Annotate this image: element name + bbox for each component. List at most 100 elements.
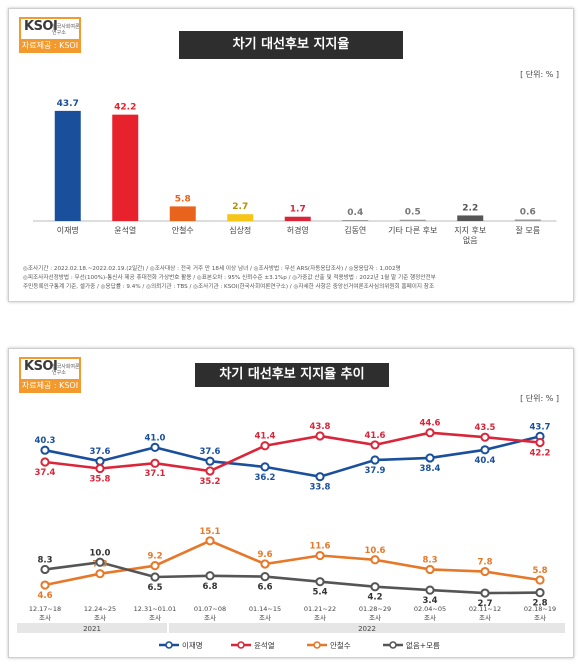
bar-value-label: 42.2 [114,103,136,113]
data-label: 5.8 [532,566,547,576]
category-label: 기타 다른 후보 [388,226,437,235]
data-point [260,572,270,582]
x-tick-label: 조사 [259,613,271,622]
category-label: 이재명 [57,225,79,235]
x-tick-label: 02.11~12 [469,605,501,613]
logo-brand: KSOI [24,359,58,374]
bar-chart: 43.7 이재명 42.2 윤석열 5.8 안철수 2.7 심상정 1.7 허경영 0.4 김동연 0.… [33,99,557,245]
source-label: 자료제공 : KSOI [19,379,81,393]
data-point [150,572,160,582]
data-label: 43.7 [530,422,551,432]
data-label: 8.3 [37,555,52,565]
legend-marker [237,641,245,649]
category-label: 잘 모름 [515,226,540,235]
data-point [40,564,50,575]
data-label: 41.6 [365,431,386,441]
data-point [40,445,50,455]
bar [342,219,369,221]
x-tick-label: 02.04~05 [414,605,446,613]
data-label: 43.8 [310,422,331,432]
data-point [95,456,105,466]
data-point [260,441,270,451]
survey-note-line: ◎피조사자선정방법 : 무선(100%)-통신사 제공 휴대전화 가상번호 활용… [23,275,436,281]
survey-notes: ◎조사기간 : 2022.02.18.~2022.02.19.(2일간) / ◎… [23,265,563,292]
data-point [370,440,380,450]
series-line [44,431,541,473]
data-label: 6.6 [257,583,272,593]
x-tick-label: 조사 [314,613,326,622]
category-label: 지지 후보 [454,226,486,235]
data-label: 6.5 [147,583,162,593]
bar [227,214,254,221]
bar [284,216,311,221]
legend-marker [313,641,321,649]
data-label: 11.6 [310,542,331,552]
data-label: 4.6 [37,591,52,601]
data-label: 9.2 [147,552,162,562]
x-tick-label: 조사 [424,613,436,622]
data-point [480,566,490,577]
data-point [315,550,325,561]
x-tick-label: 01.14~15 [249,605,281,613]
data-label: 8.3 [422,555,437,565]
source-label: 자료제공 : KSOI [19,39,81,53]
bar [457,215,484,221]
data-label: 5.4 [312,588,327,598]
data-label: 41.4 [255,432,276,442]
ksoi-logo: KSOI 한국사회여론연구소 자료제공 : KSOI [19,17,81,53]
legend-label: 윤석열 [254,640,275,650]
ksoi-logo: KSOI 한국사회여론연구소 자료제공 : KSOI [19,357,81,393]
data-point [315,431,325,441]
legend-label: 없음+모름 [406,641,440,650]
bar [169,206,196,221]
category-label: 안철수 [172,225,194,235]
bar [399,219,426,221]
x-tick-label: 조사 [369,613,381,622]
year-label: 2021 [83,625,101,633]
data-label: 38.4 [420,464,441,474]
data-label: 37.9 [365,466,386,476]
survey-note-line: ◎조사기간 : 2022.02.18.~2022.02.19.(2일간) / ◎… [23,266,401,272]
x-tick-label: 12.17~18 [29,605,61,613]
data-label: 37.6 [200,447,221,457]
line-chart: 40.3 37.6 41.0 37.6 36.2 33.8 37.9 38.4 40.4 43.7… [17,419,565,650]
data-point [95,569,105,579]
legend-marker [389,641,397,649]
legend-label: 안철수 [330,640,351,650]
bar-value-label: 0.5 [405,208,421,218]
data-label: 2.8 [532,599,547,609]
data-label: 2.7 [477,599,492,609]
data-label: 43.5 [475,423,496,433]
data-label: 10.0 [90,548,111,558]
data-point [150,458,160,468]
data-label: 37.1 [145,469,166,479]
data-point [205,571,215,581]
data-point [260,462,270,472]
category-label: 없음 [463,236,478,245]
data-label: 37.6 [90,447,111,457]
x-tick-label: 01.21~22 [304,605,336,613]
data-label: 42.2 [530,448,551,458]
bar [514,219,541,221]
logo-subtitle: 한국사회여론연구소 [52,24,80,36]
data-point [535,575,545,585]
chart-title: 차기 대선후보 지지율 추이 [195,363,389,387]
data-point [370,555,380,565]
year-band-2021 [17,623,167,633]
data-point [205,536,215,546]
data-point [370,455,380,465]
category-label: 윤석열 [114,225,136,235]
data-label: 44.6 [420,419,441,429]
data-point [40,457,50,467]
data-point [150,442,160,452]
bar-value-label: 0.6 [520,207,536,217]
bar-value-label: 2.7 [232,202,248,212]
bar [54,110,81,221]
data-label: 41.0 [145,433,166,443]
data-label: 10.6 [365,546,386,556]
x-tick-label: 12.31~01.01 [134,605,177,613]
category-label: 김동연 [344,225,366,235]
bar-value-label: 0.4 [347,208,363,218]
x-tick-label: 조사 [534,613,546,622]
data-point [95,557,105,567]
